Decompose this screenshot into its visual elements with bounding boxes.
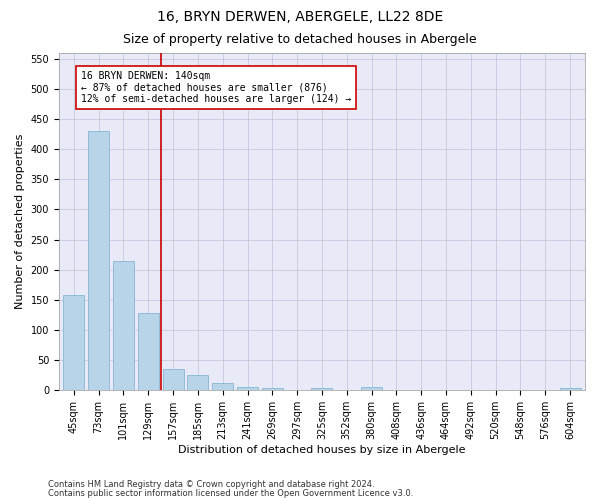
X-axis label: Distribution of detached houses by size in Abergele: Distribution of detached houses by size … [178, 445, 466, 455]
Text: Contains public sector information licensed under the Open Government Licence v3: Contains public sector information licen… [48, 489, 413, 498]
Bar [237, 388, 258, 390]
Bar [212, 383, 233, 390]
Bar [88, 131, 109, 390]
Bar [163, 368, 184, 390]
Y-axis label: Number of detached properties: Number of detached properties [15, 134, 25, 309]
Text: Size of property relative to detached houses in Abergele: Size of property relative to detached ho… [123, 32, 477, 46]
Bar [311, 388, 332, 390]
Bar [113, 260, 134, 390]
Bar [63, 295, 85, 390]
Text: 16 BRYN DERWEN: 140sqm
← 87% of detached houses are smaller (876)
12% of semi-de: 16 BRYN DERWEN: 140sqm ← 87% of detached… [81, 70, 352, 104]
Bar [262, 388, 283, 390]
Bar [137, 313, 159, 390]
Bar [361, 388, 382, 390]
Text: 16, BRYN DERWEN, ABERGELE, LL22 8DE: 16, BRYN DERWEN, ABERGELE, LL22 8DE [157, 10, 443, 24]
Bar [560, 388, 581, 390]
Bar [187, 374, 208, 390]
Text: Contains HM Land Registry data © Crown copyright and database right 2024.: Contains HM Land Registry data © Crown c… [48, 480, 374, 489]
